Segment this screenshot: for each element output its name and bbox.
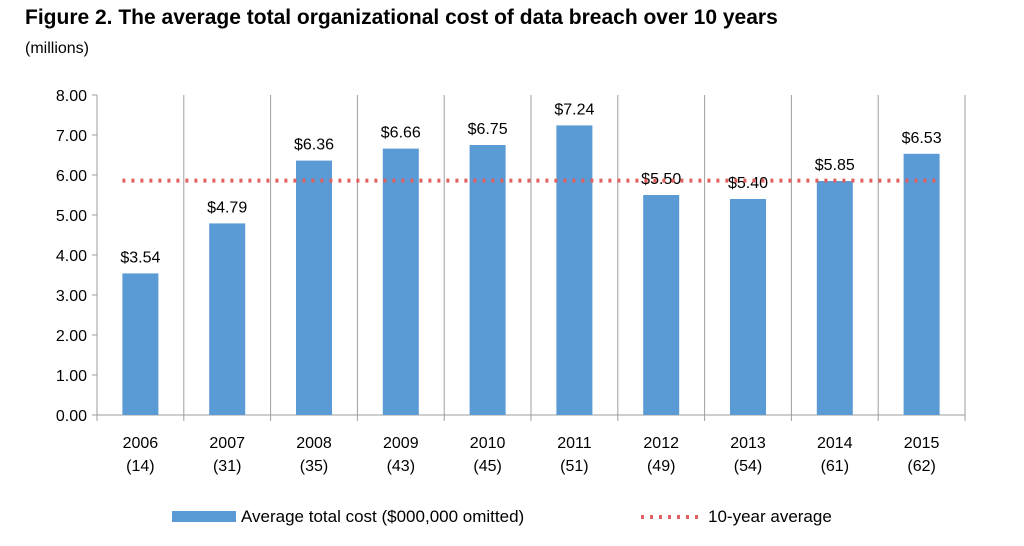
- y-tick-label: 7.00: [56, 128, 87, 145]
- data-label: $3.54: [120, 249, 160, 266]
- legend-label-average: 10-year average: [708, 507, 832, 526]
- data-label: $5.50: [641, 171, 681, 188]
- x-tick-sublabel: (45): [473, 458, 501, 475]
- data-label: $6.66: [381, 125, 421, 142]
- y-tick-label: 2.00: [56, 328, 87, 345]
- chart-subtitle: (millions): [25, 40, 89, 57]
- bar: [903, 153, 940, 416]
- x-tick-label: 2015: [904, 435, 940, 452]
- data-label: $4.79: [207, 199, 247, 216]
- y-tick-label: 3.00: [56, 288, 87, 305]
- bar: [730, 199, 766, 415]
- x-tick-sublabel: (54): [734, 458, 762, 475]
- x-tick-sublabel: (51): [560, 458, 588, 475]
- data-label: $6.36: [294, 137, 334, 154]
- x-tick-sublabel: (14): [126, 458, 154, 475]
- bar: [643, 195, 680, 415]
- chart-title: Figure 2. The average total organization…: [25, 6, 778, 29]
- bar: [816, 181, 853, 415]
- bar: [382, 148, 419, 415]
- x-tick-label: 2012: [643, 435, 679, 452]
- y-tick-label: 8.00: [56, 88, 87, 105]
- x-tick-label: 2014: [817, 435, 853, 452]
- x-tick-sublabel: (43): [387, 458, 415, 475]
- data-label: $5.40: [728, 175, 768, 192]
- x-tick-label: 2008: [296, 435, 332, 452]
- data-label: $6.75: [468, 121, 508, 138]
- x-tick-sublabel: (31): [213, 458, 241, 475]
- bar: [122, 273, 159, 415]
- x-tick-label: 2011: [557, 435, 592, 452]
- data-label: $7.24: [554, 101, 594, 118]
- y-tick-label: 6.00: [56, 168, 87, 185]
- data-label: $5.85: [815, 157, 855, 174]
- x-tick-label: 2006: [123, 435, 159, 452]
- x-tick-label: 2009: [383, 435, 419, 452]
- x-tick-label: 2010: [470, 435, 506, 452]
- legend-label-bar: Average total cost ($000,000 omitted): [241, 507, 524, 526]
- bar: [296, 160, 332, 415]
- y-tick-label: 5.00: [56, 208, 87, 225]
- x-tick-label: 2013: [730, 435, 766, 452]
- y-tick-label: 4.00: [56, 248, 87, 265]
- y-tick-label: 1.00: [56, 368, 87, 385]
- y-tick-label: 0.00: [56, 408, 87, 425]
- bar: [209, 223, 246, 415]
- x-tick-label: 2007: [209, 435, 245, 452]
- x-tick-sublabel: (49): [647, 458, 675, 475]
- x-tick-sublabel: (61): [821, 458, 849, 475]
- data-label: $6.53: [902, 130, 942, 147]
- bar: [469, 145, 506, 415]
- x-tick-sublabel: (35): [300, 458, 328, 475]
- legend-swatch-bar: [172, 511, 236, 522]
- x-tick-sublabel: (62): [907, 458, 935, 475]
- bar: [556, 125, 593, 416]
